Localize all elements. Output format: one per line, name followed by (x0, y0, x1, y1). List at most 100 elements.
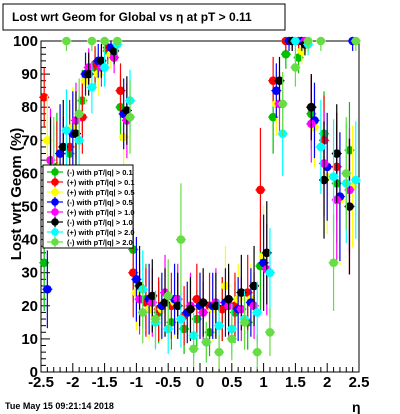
data-point (163, 291, 173, 301)
data-point (281, 49, 291, 59)
data-point (237, 288, 246, 297)
legend-entry-2: (+) with pT/|q| > 0.5 (67, 188, 135, 197)
legend-entry-6: (+) with pT/|q| > 2.0 (67, 228, 135, 237)
data-point (125, 112, 135, 122)
data-point (265, 327, 275, 337)
y-tick-label-1: 10 (21, 331, 38, 348)
data-point (55, 149, 65, 158)
y-tick-label-10: 100 (13, 33, 38, 50)
data-point (214, 321, 224, 330)
data-point (275, 76, 284, 86)
data-point (256, 185, 265, 195)
data-point (291, 63, 300, 72)
data-point (252, 308, 262, 317)
x-tick-label-6: 0.5 (221, 374, 242, 391)
data-point (243, 288, 252, 297)
data-point (100, 36, 109, 46)
y-tick-label-2: 20 (21, 298, 38, 315)
data-point (43, 136, 52, 145)
series-7 (48, 36, 361, 370)
data-point (62, 36, 71, 46)
y-tick-label-5: 50 (21, 199, 38, 216)
data-point (186, 304, 195, 314)
legend-entry-3: (-) with pT/|q| > 0.5 (67, 198, 133, 207)
legend-entry-0: (-) with pT/|q| > 0.1 (67, 168, 133, 177)
x-tick-label-4: -0.5 (155, 374, 181, 391)
data-point (332, 149, 342, 158)
data-point (268, 76, 278, 86)
data-point (294, 53, 303, 62)
data-point (39, 258, 49, 268)
data-point (128, 268, 138, 278)
data-point (329, 258, 338, 268)
data-point (138, 308, 148, 317)
data-point (240, 318, 249, 327)
y-tick-label-8: 80 (21, 99, 38, 116)
data-point (249, 281, 259, 291)
timestamp: Tue May 15 09:21:14 2018 (5, 401, 114, 411)
data-point (252, 347, 262, 357)
data-point (173, 301, 183, 311)
legend-marker (51, 208, 59, 216)
legend-marker (51, 218, 59, 226)
y-tick-label-6: 60 (21, 165, 38, 182)
legend-marker (51, 238, 59, 246)
y-tick-label-9: 90 (21, 66, 38, 83)
x-tick-label-1: -2 (66, 374, 79, 391)
data-point (113, 36, 122, 46)
data-point (307, 102, 316, 112)
x-tick-label-7: 1 (259, 374, 267, 391)
data-point (214, 347, 224, 357)
x-tick-label-9: 2 (323, 374, 331, 391)
data-point (71, 129, 81, 138)
y-axis: 0 10 20 30 40 50 60 70 80 90 100 (13, 33, 50, 381)
data-point (268, 112, 278, 122)
data-point (176, 235, 186, 244)
legend-marker (51, 168, 59, 176)
data-point (87, 83, 97, 92)
data-point (84, 69, 93, 79)
data-point (329, 172, 338, 182)
legend-marker (51, 188, 59, 196)
data-point (122, 106, 132, 115)
data-point (316, 142, 326, 152)
data-point (132, 275, 141, 284)
data-point (351, 175, 361, 185)
data-point (278, 99, 287, 109)
data-point (109, 46, 119, 56)
data-point (43, 284, 52, 294)
data-point (65, 142, 74, 152)
data-point (160, 298, 170, 307)
data-point (211, 301, 221, 311)
x-axis: -2.5 -2 -1.5 -1 -0.5 0 0.5 1 1.5 2 2.5 (28, 363, 369, 391)
data-point (303, 36, 313, 46)
x-tick-label-0: -2.5 (28, 374, 54, 391)
y-tick-label-0: 0 (30, 364, 38, 381)
data-point (58, 142, 68, 152)
data-point (192, 294, 202, 304)
data-point (62, 126, 71, 135)
data-point (341, 169, 351, 178)
data-point (291, 36, 300, 46)
x-tick-label-8: 1.5 (285, 374, 306, 391)
x-tick-label-3: -1 (130, 374, 143, 391)
data-point (202, 337, 211, 347)
legend-marker (51, 198, 59, 206)
data-point (198, 298, 208, 307)
legend-entry-5: (-) with pT/|q| > 1.0 (67, 218, 133, 227)
data-point (351, 36, 361, 46)
data-point (265, 268, 275, 278)
data-point (148, 291, 157, 301)
data-point (272, 86, 281, 95)
data-point (116, 86, 125, 95)
y-tick-label-4: 40 (21, 232, 38, 249)
x-tick-label-10: 2.5 (349, 374, 370, 391)
data-point (176, 314, 186, 324)
data-point (262, 248, 272, 258)
data-point (259, 258, 268, 268)
data-point (100, 63, 109, 72)
data-point (345, 202, 354, 211)
chart-title: Lost wrt Geom for Global vs η at pT > 0.… (12, 10, 252, 24)
y-axis-title: Lost wrt Geom (%) (8, 128, 25, 261)
